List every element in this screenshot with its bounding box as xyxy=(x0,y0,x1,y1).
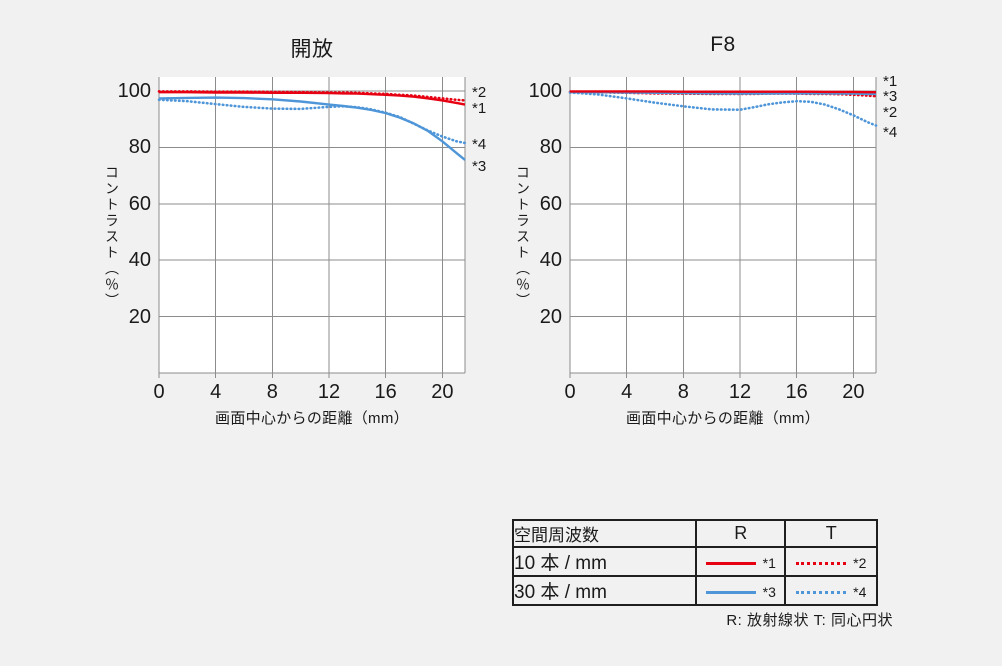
x-tick-label: 20 xyxy=(842,381,865,403)
plot-area xyxy=(157,77,467,378)
legend-frequency-30: 30 本 / mm xyxy=(511,575,698,606)
curve-annotation-2: *2 xyxy=(472,84,487,102)
red-dotted-line-swatch xyxy=(796,561,847,565)
y-tick-label: 80 xyxy=(128,136,151,159)
x-tick-label: 8 xyxy=(677,381,689,403)
y-tick-label: 100 xyxy=(528,80,562,103)
curve-annotation-4: *4 xyxy=(883,124,898,142)
gridlines xyxy=(569,77,877,378)
y-tick-label: 40 xyxy=(539,249,562,272)
y-axis-label: コントラスト（％） xyxy=(104,165,120,309)
curve-1-solid xyxy=(570,90,876,94)
chart-title-f8: F8 xyxy=(710,33,736,56)
curve-annotation-1: *1 xyxy=(472,100,487,118)
x-tick-label: 8 xyxy=(266,381,278,403)
gridlines xyxy=(158,77,466,378)
x-tick-label: 4 xyxy=(210,381,222,403)
x-axis-label: 画面中心からの距離（mm） xyxy=(626,410,820,427)
curve-4-dotted xyxy=(157,98,467,145)
y-tick-label: 20 xyxy=(539,305,562,328)
swatch-label: *1 xyxy=(762,555,776,572)
legend-row-30lpmm: 30 本 / mm *3 *4 xyxy=(511,575,878,606)
legend-header-row: 空間周波数 R T xyxy=(511,519,878,548)
x-tick-label: 16 xyxy=(785,381,808,403)
curve-3-solid xyxy=(570,90,876,96)
y-tick-label: 20 xyxy=(128,305,151,328)
x-tick-label: 20 xyxy=(431,381,454,403)
plot-area xyxy=(568,77,878,378)
swatch-label: *3 xyxy=(762,584,776,601)
y-axis-label: コントラスト（％） xyxy=(515,165,531,309)
curve-annotation-4: *4 xyxy=(472,135,487,153)
x-tick-label: 12 xyxy=(728,381,752,403)
x-tick-label: 16 xyxy=(374,381,397,403)
chart-title-wide-open: 開放 xyxy=(290,38,334,61)
x-tick-label: 0 xyxy=(153,381,165,403)
chart-canvas xyxy=(568,77,878,378)
y-tick-label: 40 xyxy=(128,249,151,272)
y-tick-label: 60 xyxy=(539,192,562,215)
blue-dotted-line-swatch xyxy=(796,590,847,594)
mtf-chart-wide-open: 開放 コントラスト（％） 画面中心からの距離（mm） 100 80 60 40 20 0 4… xyxy=(104,38,486,427)
legend-header-radial: R xyxy=(695,519,787,548)
y-tick-label: 80 xyxy=(539,136,562,159)
mtf-chart-f8: F8 コントラスト（％） 画面中心からの距離（mm） 100 80 60 40 20 0 4… xyxy=(515,33,897,427)
curve-3-solid xyxy=(158,96,466,161)
chart-canvas xyxy=(157,77,467,378)
x-axis-label: 画面中心からの距離（mm） xyxy=(215,410,409,427)
y-tick-label: 100 xyxy=(117,80,151,103)
x-tick-label: 12 xyxy=(317,381,341,403)
x-tick-label: 4 xyxy=(621,381,633,403)
curve-2-dotted xyxy=(157,90,467,102)
swatch-label: *4 xyxy=(853,584,867,601)
y-tick-label: 60 xyxy=(128,192,151,215)
legend-header-frequency: 空間周波数 xyxy=(511,519,698,548)
x-tick-label: 0 xyxy=(564,381,576,403)
legend-note: R: 放射線状 T: 同心円状 xyxy=(726,612,893,629)
curve-annotation-3: *3 xyxy=(472,158,487,176)
legend-header-tangential: T xyxy=(784,519,878,548)
legend-frequency-10: 10 本 / mm xyxy=(511,546,698,577)
legend-row-10lpmm: 10 本 / mm *1 *2 xyxy=(511,546,878,577)
red-solid-line-swatch xyxy=(705,561,756,565)
curve-annotation-3: *3 xyxy=(883,87,898,105)
spatial-frequency-legend-table: 空間周波数 R T 10 本 / mm *1 *2 30 本 / mm xyxy=(511,519,878,606)
swatch-label: *2 xyxy=(853,555,867,572)
curve-4-dotted xyxy=(568,91,878,127)
curve-annotation-2: *2 xyxy=(883,104,898,122)
curve-annotation-1: *1 xyxy=(883,73,898,91)
blue-solid-line-swatch xyxy=(705,590,756,594)
